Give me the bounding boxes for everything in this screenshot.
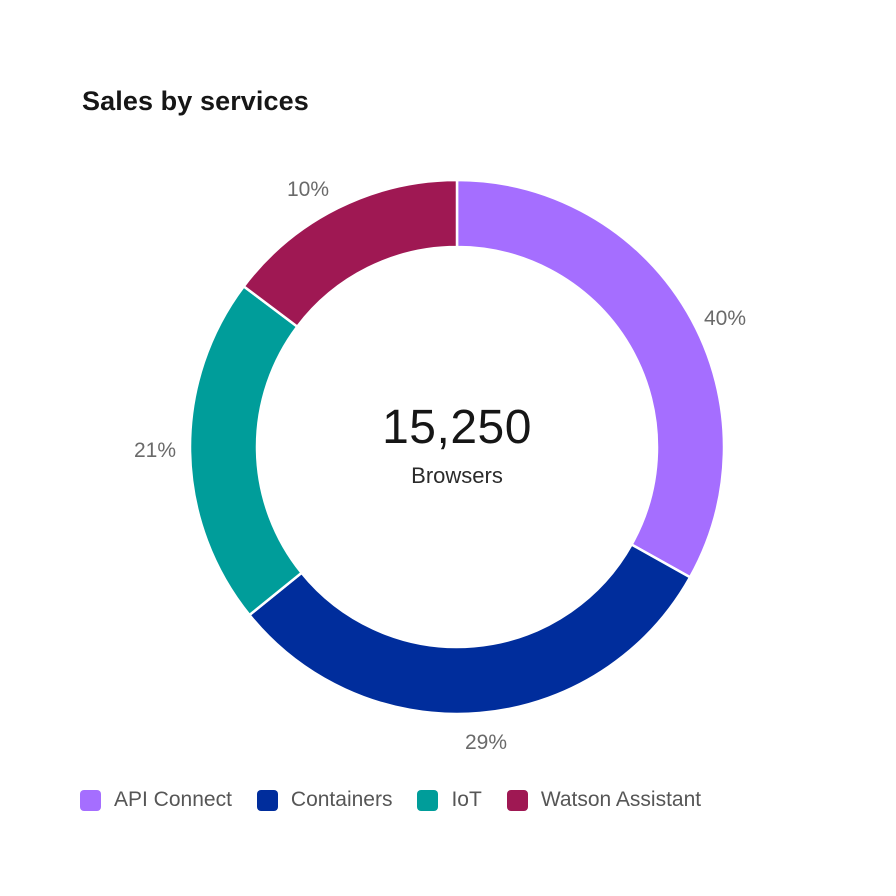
donut-segment-api-connect[interactable] (455, 178, 726, 579)
callout-watson-assistant-percent: 10% (286, 178, 330, 201)
legend-item-containers[interactable]: Containers (256, 788, 393, 812)
callout-iot-percent: 21% (133, 439, 177, 462)
chart-title: Sales by services (82, 86, 309, 116)
callout-api-connect-percent: 40% (703, 307, 747, 330)
legend-item-watson-assistant[interactable]: Watson Assistant (506, 788, 702, 812)
legend-item-iot[interactable]: IoT (417, 788, 482, 812)
legend-swatch-watson-assistant-icon (506, 789, 528, 811)
legend-label-watson-assistant: Watson Assistant (540, 788, 702, 811)
donut-segment-watson-assistant[interactable] (242, 178, 459, 329)
legend: API Connect Containers IoT Watson Assist… (80, 788, 701, 812)
callout-containers-percent: 29% (464, 731, 508, 754)
legend-label-api-connect: API Connect (114, 788, 232, 811)
legend-swatch-api-connect-icon (80, 789, 101, 811)
legend-swatch-iot-icon (417, 789, 439, 811)
legend-swatch-containers-icon (256, 789, 278, 811)
donut-segment-containers[interactable] (247, 542, 692, 716)
donut-segment-iot[interactable] (188, 284, 304, 617)
legend-label-containers: Containers (290, 788, 393, 811)
legend-item-api-connect[interactable]: API Connect (80, 788, 232, 812)
legend-label-iot: IoT (451, 788, 482, 811)
